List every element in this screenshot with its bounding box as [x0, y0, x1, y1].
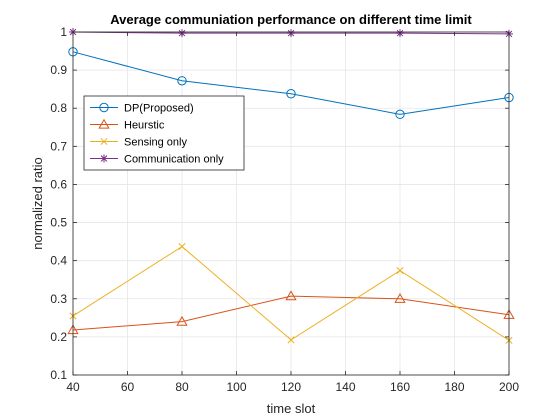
data-point [286, 89, 296, 99]
data-point [176, 315, 188, 326]
legend-label: Communication only [124, 154, 224, 166]
x-tick-label: 120 [281, 380, 301, 394]
data-point [285, 290, 297, 301]
data-point-triangle [285, 290, 297, 301]
data-point-x [178, 243, 186, 251]
y-tick-label: 0.7 [50, 139, 67, 153]
data-point-x [396, 267, 404, 275]
legend-label: Sensing only [124, 137, 187, 149]
y-tick-label: 0.1 [50, 368, 67, 382]
data-point [99, 102, 109, 113]
series [67, 290, 515, 335]
data-point-triangle [176, 315, 188, 326]
y-tick-label: 0.2 [50, 330, 67, 344]
y-tick-label: 0.5 [50, 216, 67, 230]
data-point-circle [286, 89, 296, 99]
y-axis-title: normalized ratio [30, 157, 45, 250]
data-point [394, 292, 406, 303]
legend-item: Sensing only [90, 137, 187, 149]
x-tick-label: 200 [499, 380, 519, 394]
data-point [396, 267, 404, 275]
legend-item: Heurstic [90, 118, 165, 132]
y-tick-label: 0.8 [50, 101, 67, 115]
data-point-triangle [98, 118, 110, 129]
legend-label: DP(Proposed) [124, 103, 194, 115]
data-point [395, 109, 405, 120]
x-axis-title: time slot [267, 401, 316, 416]
x-tick-label: 140 [335, 380, 355, 394]
y-tick-label: 1 [60, 25, 67, 39]
data-point-triangle [394, 292, 406, 303]
data-point [177, 76, 187, 86]
y-tick-label: 0.4 [50, 254, 67, 268]
data-point-circle [99, 102, 109, 113]
data-point-x [100, 137, 108, 146]
data-point [287, 336, 295, 344]
y-tick-label: 0.3 [50, 292, 67, 306]
y-tick-label: 0.6 [50, 177, 67, 191]
x-tick-label: 100 [226, 380, 246, 394]
data-point-circle [395, 109, 405, 120]
y-tick-label: 0.9 [50, 63, 67, 77]
legend: DP(Proposed) Heurstic Sensing only Communic… [83, 95, 245, 171]
series-line [72, 51, 510, 115]
x-tick-label: 40 [66, 380, 80, 394]
legend-label: Heurstic [124, 120, 165, 132]
legend-box [83, 95, 245, 171]
chart-title: Average communiation performance on diff… [110, 12, 472, 27]
data-point [98, 118, 110, 129]
data-point [178, 243, 186, 251]
data-point [100, 154, 108, 163]
series-line [72, 295, 510, 331]
axis-ticks: 40 60 80 100 120 140 160 180 200 0.1 0.2 0.3 0.4 0.5 0… [50, 25, 519, 394]
data-point-star [100, 155, 108, 162]
x-tick-label: 60 [121, 380, 135, 394]
legend-item: DP(Proposed) [90, 103, 194, 115]
x-tick-label: 180 [444, 380, 464, 394]
data-point-circle [177, 76, 187, 86]
x-tick-label: 160 [390, 380, 410, 394]
x-tick-label: 80 [175, 380, 189, 394]
legend-item: Communication only [90, 154, 224, 166]
data-point [100, 137, 108, 146]
data-point-x [287, 336, 295, 344]
